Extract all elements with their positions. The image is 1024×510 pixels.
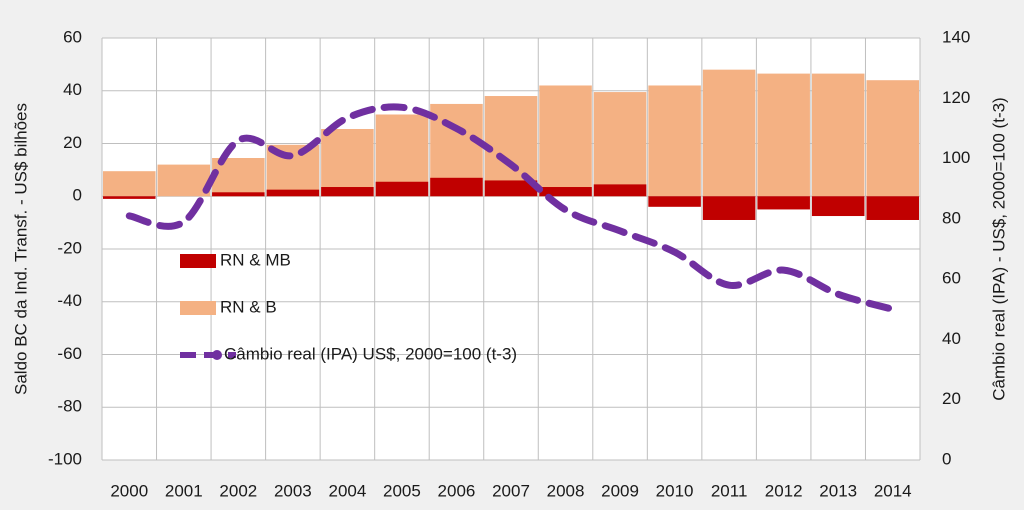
y2-axis-title: Câmbio real (IPA) - US$, 2000=100 (t-3): [989, 97, 1008, 400]
x-tick-label: 2004: [328, 481, 366, 500]
y-tick-label: 20: [63, 133, 82, 152]
bar: [811, 73, 865, 197]
bar: [103, 171, 156, 197]
y-tick-label: -80: [57, 397, 82, 416]
x-tick-label: 2002: [219, 481, 257, 500]
bar: [375, 181, 429, 197]
bar: [593, 184, 647, 197]
y-tick-label: -60: [57, 344, 82, 363]
x-tick-label: 2007: [492, 481, 530, 500]
bar: [866, 196, 919, 220]
y-tick-label: 40: [63, 80, 82, 99]
x-tick-label: 2013: [819, 481, 857, 500]
x-tick-label: 2000: [110, 481, 148, 500]
y-tick-label: 60: [63, 27, 82, 46]
legend-label: Câmbio real (IPA) US$, 2000=100 (t-3): [224, 344, 517, 363]
bar: [430, 177, 483, 197]
bar: [593, 92, 647, 197]
x-tick-label: 2001: [165, 481, 203, 500]
bar: [757, 196, 810, 210]
bar: [811, 196, 865, 217]
x-tick-label: 2014: [874, 481, 912, 500]
x-tick-label: 2006: [438, 481, 476, 500]
bar: [321, 187, 374, 197]
bar: [866, 80, 919, 197]
bar: [321, 128, 374, 197]
bar: [648, 196, 701, 207]
y2-tick-label: 20: [942, 389, 961, 408]
line: [125, 103, 897, 313]
y2-tick-label: 120: [942, 88, 970, 107]
legend-swatch: [180, 254, 216, 268]
bar: [157, 164, 211, 197]
bar: [103, 196, 156, 199]
bar: [757, 73, 810, 197]
y2-tick-label: 0: [942, 449, 951, 468]
y-tick-label: 0: [73, 186, 82, 205]
bar: [648, 85, 701, 197]
x-tick-label: 2012: [765, 481, 803, 500]
y2-tick-label: 60: [942, 269, 961, 288]
y-tick-label: -20: [57, 238, 82, 257]
bar: [266, 189, 320, 197]
x-tick-label: 2008: [547, 481, 585, 500]
x-tick-label: 2010: [656, 481, 694, 500]
legend-swatch: [180, 301, 216, 315]
y-tick-label: -100: [48, 449, 82, 468]
legend-label: RN & B: [220, 297, 277, 316]
y-axis-title: Saldo BC da Ind. Transf. - US$ bilhões: [11, 103, 30, 395]
x-tick-label: 2009: [601, 481, 639, 500]
bar: [539, 187, 592, 197]
y2-tick-label: 40: [942, 329, 961, 348]
bar: [484, 180, 538, 197]
x-tick-label: 2005: [383, 481, 421, 500]
y2-tick-label: 100: [942, 148, 970, 167]
legend-label: RN & MB: [220, 250, 291, 269]
legend-marker: [212, 350, 222, 360]
bar: [702, 196, 756, 220]
bar: [702, 69, 756, 197]
y2-tick-label: 80: [942, 208, 961, 227]
bar: [212, 192, 265, 197]
bar: [539, 85, 592, 197]
x-tick-label: 2003: [274, 481, 312, 500]
y2-tick-label: 140: [942, 27, 970, 46]
y-tick-label: -40: [57, 291, 82, 310]
x-tick-label: 2011: [711, 481, 748, 500]
